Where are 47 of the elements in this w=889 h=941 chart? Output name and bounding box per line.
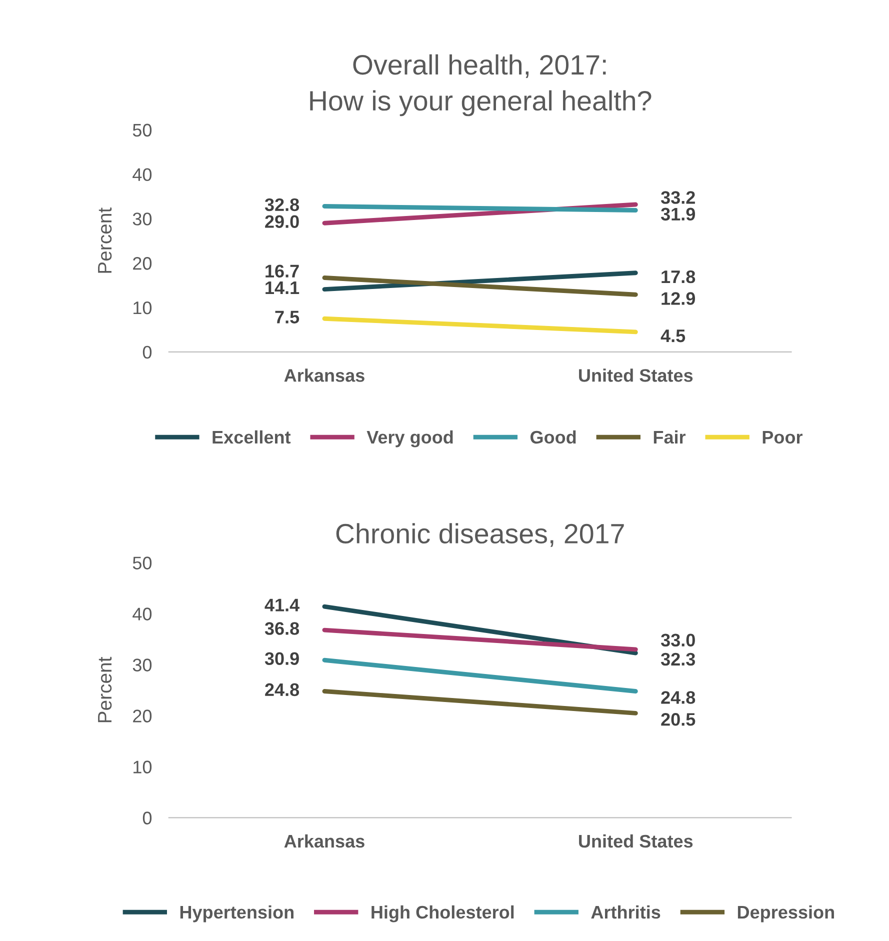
y-tick-label: 50: [132, 556, 152, 570]
legend-label: Depression: [738, 905, 834, 922]
data-label: 4.5: [660, 330, 686, 342]
x-tick-label: Arkansas: [284, 834, 364, 848]
legend-label: Poor: [762, 431, 803, 444]
data-label: 33.2: [660, 191, 695, 204]
data-label: 24.8: [265, 683, 300, 696]
legend-label: Hypertension: [180, 905, 294, 922]
y-tick-label: 10: [134, 301, 152, 314]
legend-label: Very good: [366, 430, 453, 448]
y-tick-label: 20: [133, 710, 152, 722]
y-tick-label: 10: [134, 760, 152, 774]
data-label: 12.9: [662, 292, 695, 305]
chart-title: Chronic diseases, 2017: [336, 523, 624, 547]
y-tick-label: 40: [132, 608, 152, 620]
data-label: 36.8: [264, 622, 300, 635]
y-tick-label: 30: [132, 658, 152, 672]
chart-title: Overall health, 2017: How is your general health?: [310, 54, 652, 116]
y-tick-label: 0: [142, 812, 152, 824]
x-tick-label: United States: [579, 834, 693, 848]
y-tick-label: 0: [142, 346, 152, 359]
data-label: 20.5: [661, 713, 696, 726]
legend-label: High Cholesterol: [372, 905, 514, 922]
legend-label: Good: [530, 430, 576, 444]
legend-label: Excellent: [212, 430, 291, 444]
data-label: 29.0: [265, 215, 299, 228]
data-label: 16.7: [266, 264, 299, 278]
y-axis-title: Percent: [98, 208, 112, 273]
legend-label: Fair: [654, 430, 686, 444]
data-label: 33.0: [660, 634, 695, 647]
x-tick-label: United States: [579, 368, 693, 382]
data-label: 7.5: [275, 310, 300, 324]
data-label: 30.9: [264, 652, 299, 666]
legend-label: Arthritis: [591, 905, 660, 919]
y-tick-label: 50: [132, 124, 152, 137]
data-label: 17.8: [662, 270, 696, 284]
data-label: 32.3: [660, 652, 696, 666]
y-tick-label: 20: [133, 257, 152, 270]
x-tick-label: Arkansas: [284, 368, 364, 382]
data-label: 32.8: [264, 198, 300, 212]
data-label: 31.9: [660, 208, 695, 221]
y-axis-title: Percent: [98, 656, 112, 722]
y-tick-label: 30: [132, 212, 152, 226]
data-label: 24.8: [661, 691, 696, 704]
data-label: 41.4: [264, 598, 300, 612]
y-tick-label: 40: [132, 168, 152, 181]
data-label: 14.1: [266, 282, 300, 294]
